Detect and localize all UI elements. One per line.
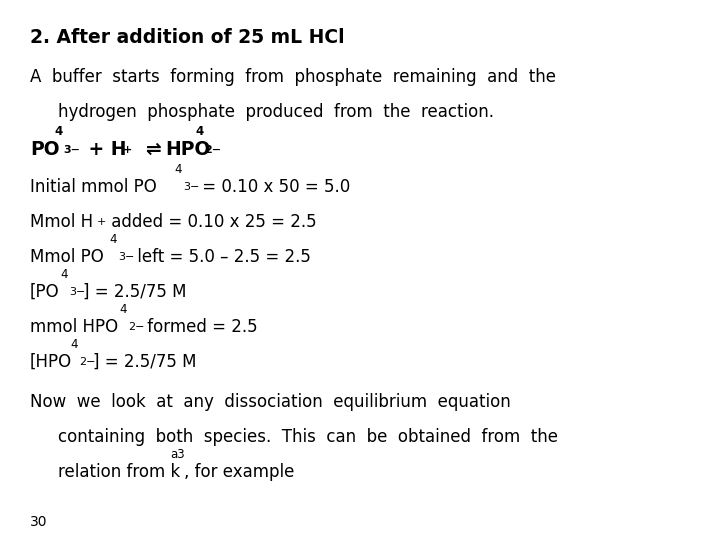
Text: Now  we  look  at  any  dissociation  equilibrium  equation: Now we look at any dissociation equilibr… [30, 393, 510, 411]
Text: added = 0.10 x 25 = 2.5: added = 0.10 x 25 = 2.5 [106, 213, 317, 231]
Text: 3−: 3− [183, 182, 199, 192]
Text: [PO: [PO [30, 283, 60, 301]
Text: +: + [123, 145, 132, 155]
Text: 3−: 3− [63, 145, 80, 155]
Text: 4: 4 [109, 233, 117, 246]
Text: A  buffer  starts  forming  from  phosphate  remaining  and  the: A buffer starts forming from phosphate r… [30, 68, 556, 86]
Text: 30: 30 [30, 515, 48, 529]
Text: containing  both  species.  This  can  be  obtained  from  the: containing both species. This can be obt… [58, 428, 558, 446]
Text: 4: 4 [195, 125, 203, 138]
Text: hydrogen  phosphate  produced  from  the  reaction.: hydrogen phosphate produced from the rea… [58, 103, 494, 121]
Text: + H: + H [82, 140, 127, 159]
Text: Mmol H: Mmol H [30, 213, 93, 231]
Text: 2. After addition of 25 mL HCl: 2. After addition of 25 mL HCl [30, 28, 345, 47]
Text: = 0.10 x 50 = 5.0: = 0.10 x 50 = 5.0 [197, 178, 350, 196]
Text: 4: 4 [70, 338, 78, 351]
Text: formed = 2.5: formed = 2.5 [142, 318, 258, 336]
Text: ] = 2.5/75 M: ] = 2.5/75 M [83, 283, 186, 301]
Text: 4: 4 [119, 303, 127, 316]
Text: 2−: 2− [204, 145, 221, 155]
Text: Initial mmol PO: Initial mmol PO [30, 178, 157, 196]
Text: ] = 2.5/75 M: ] = 2.5/75 M [93, 353, 197, 371]
Text: a3: a3 [170, 448, 184, 461]
Text: , for example: , for example [184, 463, 294, 481]
Text: mmol HPO: mmol HPO [30, 318, 118, 336]
Text: 4: 4 [60, 268, 68, 281]
Text: PO: PO [30, 140, 60, 159]
Text: 2−: 2− [79, 357, 96, 367]
Text: Mmol PO: Mmol PO [30, 248, 104, 266]
Text: 4: 4 [174, 163, 181, 176]
Text: relation from k: relation from k [58, 463, 180, 481]
Text: left = 5.0 – 2.5 = 2.5: left = 5.0 – 2.5 = 2.5 [132, 248, 311, 266]
Text: [HPO: [HPO [30, 353, 72, 371]
Text: HPO: HPO [165, 140, 210, 159]
Text: +: + [97, 217, 107, 227]
Text: 3−: 3− [118, 252, 135, 262]
Text: 3−: 3− [69, 287, 86, 297]
Text: ⇌: ⇌ [133, 140, 175, 159]
Text: 4: 4 [54, 125, 62, 138]
Text: 2−: 2− [128, 322, 145, 332]
